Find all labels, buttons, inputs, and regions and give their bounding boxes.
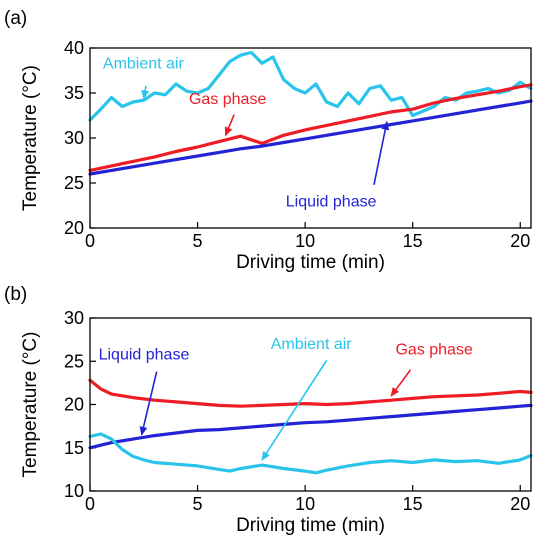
y-tick-label: 25 [64,351,84,371]
annotation-arrow [261,359,328,461]
panel-b-ticks: 0 5 10 15 20 10 15 20 25 30 [64,308,530,514]
panel-a-series [88,50,533,176]
x-tick-label: 15 [403,231,423,251]
y-tick-label: 30 [64,128,84,148]
panel-b-plot-frame [89,317,532,492]
annotation-gas-phase: Gas phase [395,341,472,358]
y-tick-label: 10 [64,481,84,501]
x-tick-label: 0 [85,231,95,251]
x-tick-label: 10 [295,494,315,514]
x-tick-label: 15 [403,494,423,514]
y-tick-label: 35 [64,83,84,103]
series-line-ambient-air [88,432,533,475]
panel-b: (b) 0 5 10 15 20 10 15 20 25 30 Liquid phase Ambie… [4,284,533,536]
panel-b-y-axis-title: Temperature (°C) [20,332,41,478]
panel-b-label: (b) [4,284,27,305]
panel-a-label: (a) [4,8,27,29]
annotation-liquid-phase: Liquid phase [99,347,190,364]
series-line-gas-phase [88,83,533,172]
annotation-arrow [139,371,158,436]
annotation-ambient-air: Ambient air [103,56,185,73]
x-tick-label: 20 [510,494,530,514]
panel-a-x-axis-title: Driving time (min) [236,252,385,273]
annotation-arrow [390,369,412,397]
panel-b-series [88,378,533,475]
x-tick-label: 5 [193,494,203,514]
panel-b-x-axis-title: Driving time (min) [236,515,385,536]
x-tick-label: 20 [510,231,530,251]
panel-a-y-axis-title: Temperature (°C) [20,65,41,211]
panel-b-annotations: Liquid phase Ambient air Gas phase [99,336,473,461]
panel-a-ticks: 0 5 10 15 20 20 25 30 35 40 [64,38,530,251]
annotation-gas-phase: Gas phase [189,91,266,108]
panel-a-plot-frame [89,47,532,229]
annotation-liquid-phase: Liquid phase [286,193,377,210]
annotation-arrow [373,120,390,185]
y-tick-label: 20 [64,395,84,415]
x-tick-label: 5 [193,231,203,251]
annotation-arrow [141,85,150,100]
panel-a-annotations: Ambient air Gas phase Liquid phase [103,56,390,210]
x-tick-label: 0 [85,494,95,514]
annotation-arrow [224,114,235,137]
series-line-gas-phase [88,378,533,408]
y-tick-label: 20 [64,218,84,238]
y-tick-label: 40 [64,38,84,58]
y-tick-label: 30 [64,308,84,328]
annotation-ambient-air: Ambient air [271,336,353,353]
series-line-liquid-phase [88,403,533,450]
series-line-liquid-phase [88,99,533,176]
y-tick-label: 15 [64,438,84,458]
y-tick-label: 25 [64,173,84,193]
x-tick-label: 10 [295,231,315,251]
panel-a: (a) 0 5 10 15 20 20 25 30 35 40 Ambient air Gas ph… [4,8,533,273]
